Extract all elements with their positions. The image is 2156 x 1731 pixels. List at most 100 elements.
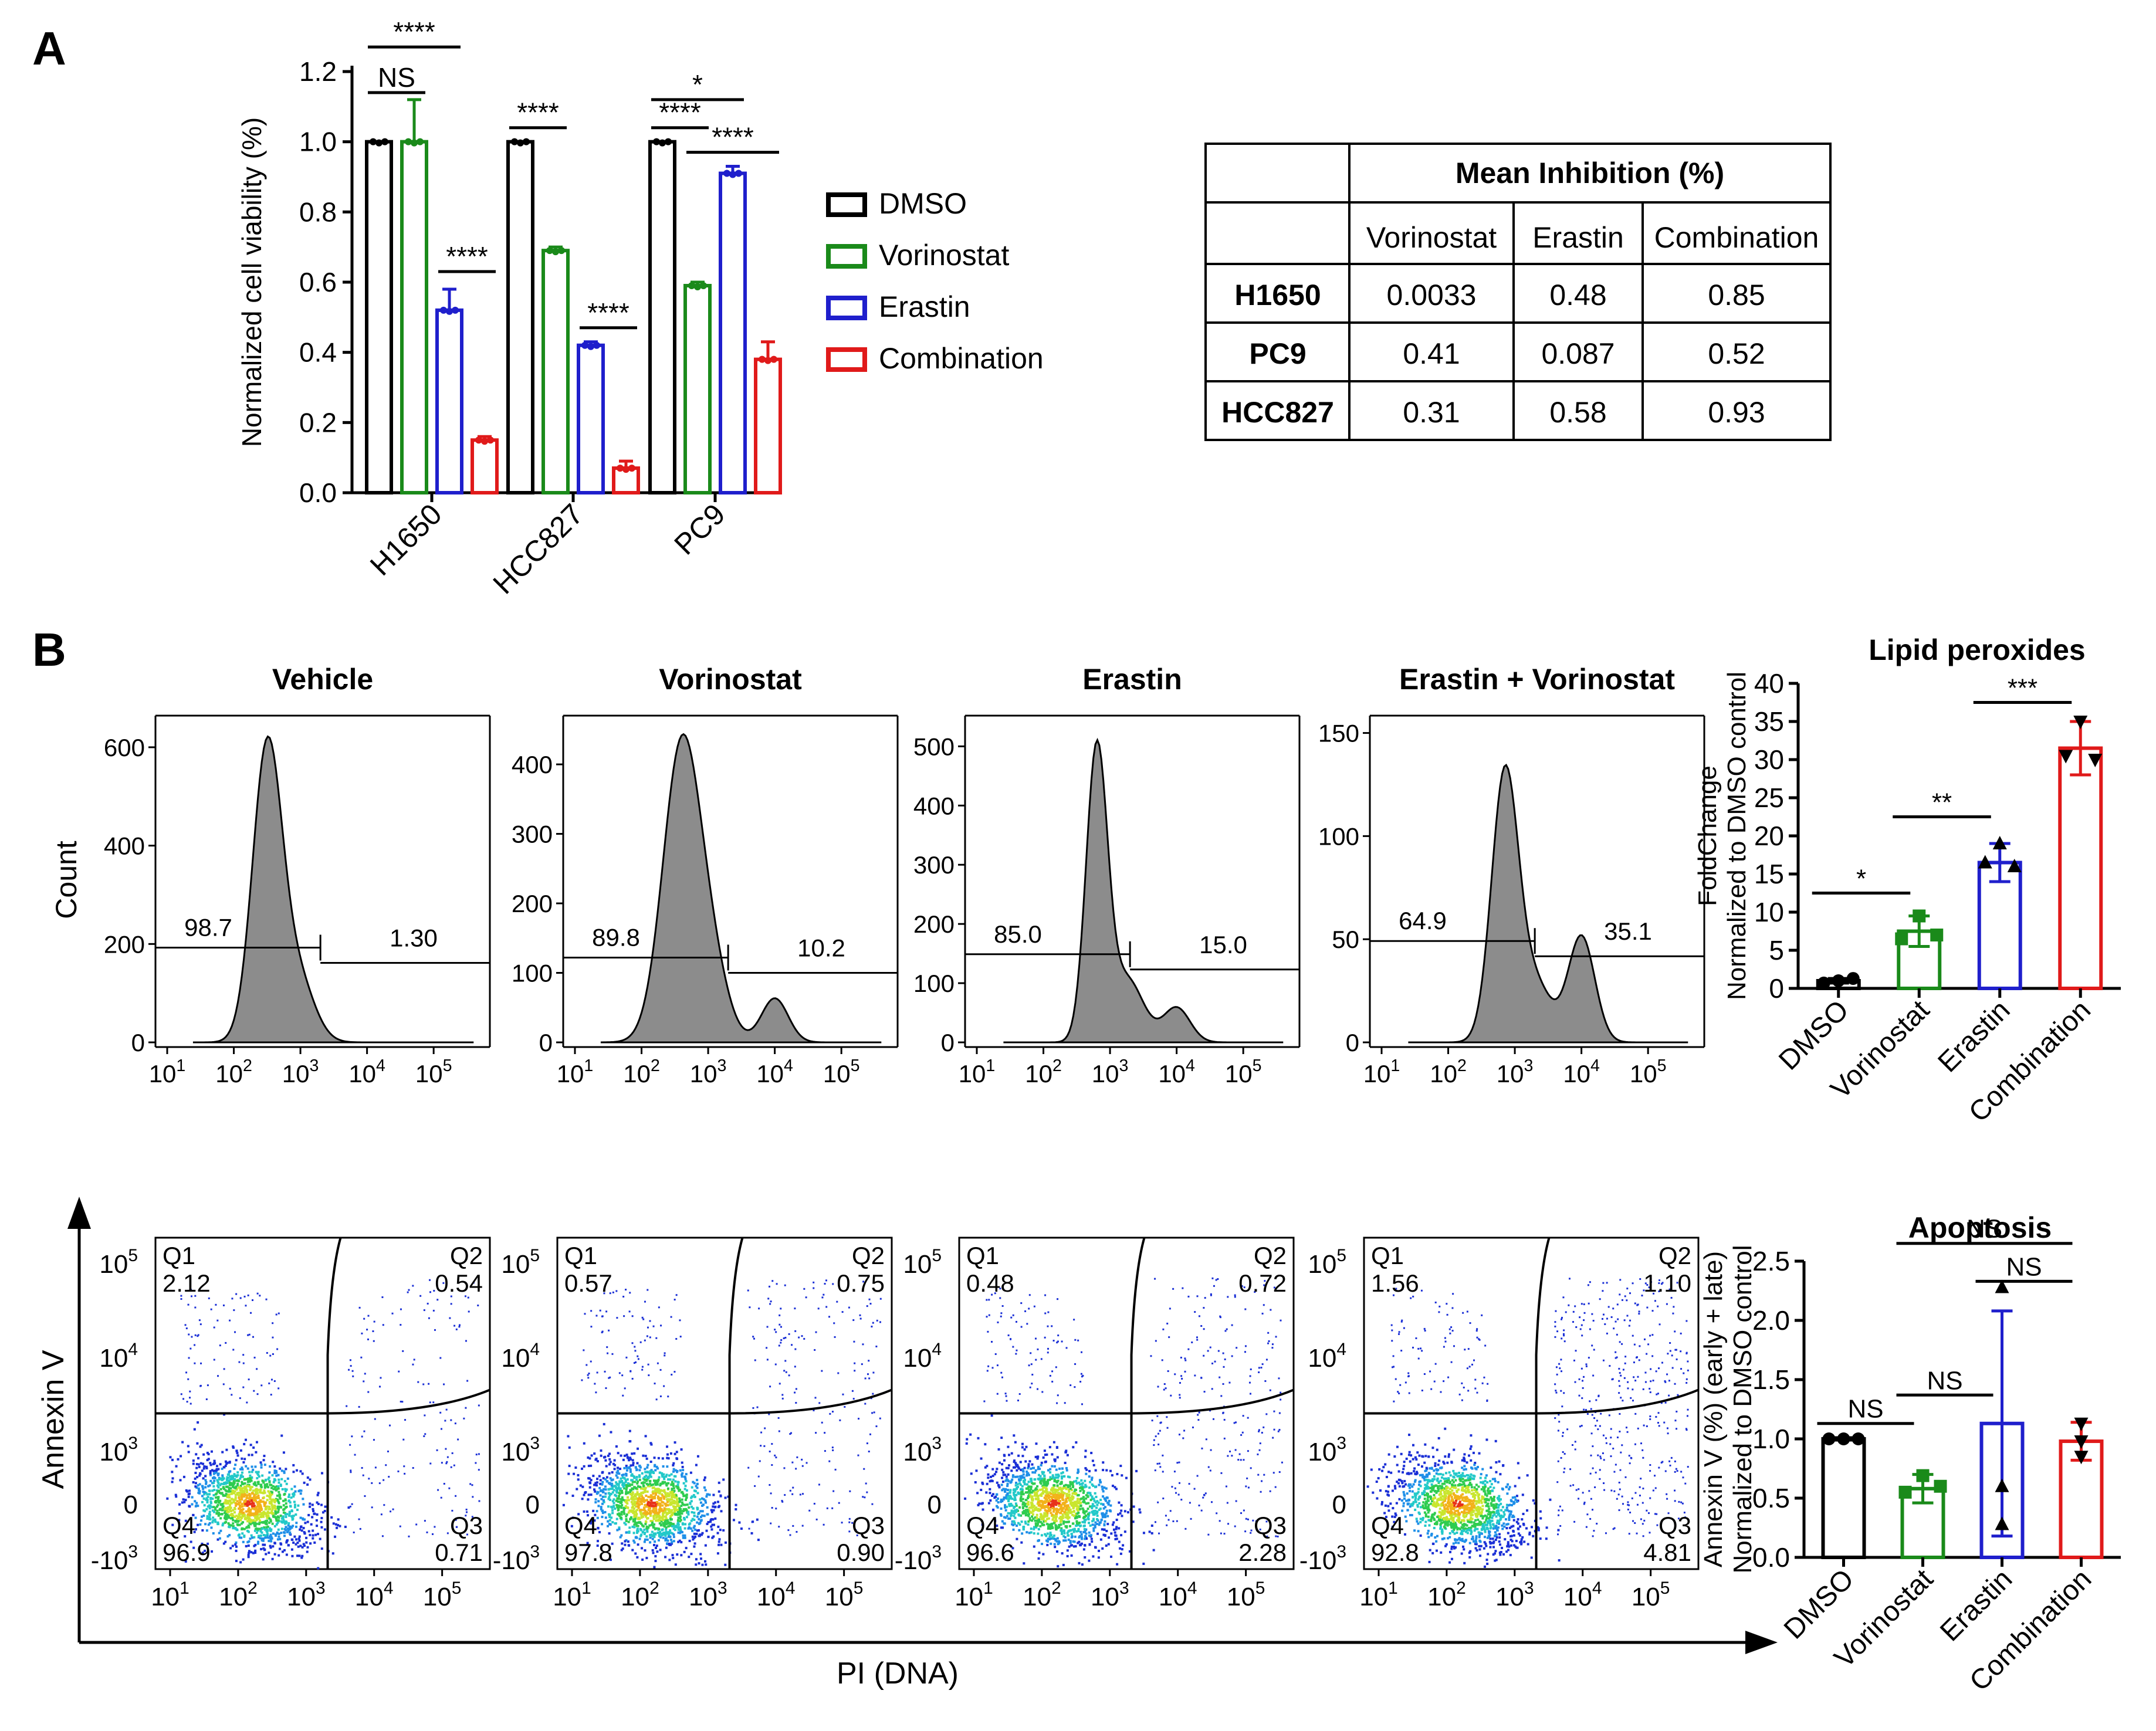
event-dot [241, 1493, 243, 1496]
event-dot [685, 1473, 688, 1475]
legend-swatch-combination [828, 350, 865, 370]
event-dot [656, 1466, 658, 1468]
event-dot [1098, 1550, 1100, 1552]
event-dot [1038, 1539, 1040, 1542]
event-dot [994, 1473, 996, 1475]
event-dot [752, 1521, 753, 1523]
event-dot [1062, 1471, 1064, 1473]
event-dot [1001, 1526, 1004, 1529]
event-dot [651, 1522, 654, 1524]
event-dot [188, 1357, 190, 1359]
event-dot [693, 1515, 696, 1517]
data-point [411, 140, 418, 147]
event-dot [1084, 1556, 1086, 1559]
y-tick-label: 500 [913, 733, 955, 760]
event-dot [368, 1478, 370, 1479]
data-point [688, 282, 695, 289]
event-dot [583, 1349, 584, 1351]
event-dot [371, 1482, 373, 1484]
event-dot [183, 1476, 185, 1478]
event-dot [400, 1526, 401, 1527]
event-dot [1079, 1508, 1081, 1510]
event-dot [706, 1506, 709, 1509]
event-dot [1087, 1513, 1089, 1515]
event-dot [674, 1513, 676, 1516]
event-dot [238, 1494, 240, 1496]
event-dot [214, 1508, 216, 1510]
event-dot [624, 1387, 626, 1389]
event-dot [605, 1387, 607, 1389]
event-dot [1040, 1480, 1043, 1482]
event-dot [398, 1371, 400, 1373]
event-dot [254, 1544, 256, 1546]
event-dot [568, 1465, 571, 1467]
event-dot [465, 1407, 466, 1409]
tick-label: 103 [689, 1578, 727, 1611]
event-dot [621, 1542, 623, 1544]
event-dot [685, 1485, 687, 1487]
event-dot [632, 1488, 634, 1491]
event-dot [650, 1512, 652, 1515]
event-dot [756, 1519, 759, 1521]
event-dot [629, 1493, 632, 1495]
bar-erastin [720, 174, 745, 493]
event-dot [656, 1550, 658, 1553]
event-dot [666, 1495, 668, 1497]
event-dot [216, 1539, 219, 1541]
event-dot [300, 1517, 302, 1519]
event-dot [1081, 1563, 1084, 1566]
event-dot [263, 1544, 266, 1546]
data-point [546, 247, 553, 254]
event-dot [301, 1529, 303, 1532]
event-dot [672, 1483, 675, 1485]
event-dot [197, 1457, 199, 1459]
event-dot [692, 1481, 694, 1483]
event-dot [235, 1546, 238, 1548]
event-dot [229, 1475, 231, 1478]
event-dot [1076, 1482, 1078, 1485]
event-dot [351, 1503, 353, 1505]
event-dot [661, 1519, 664, 1521]
event-dot [1061, 1475, 1063, 1478]
tick-label: 102 [621, 1578, 659, 1611]
event-dot [649, 1534, 651, 1536]
event-dot [866, 1492, 868, 1493]
event-dot [321, 1547, 323, 1550]
event-dot [255, 1492, 257, 1495]
y-tick-label: 200 [512, 890, 553, 917]
event-dot [217, 1512, 219, 1515]
event-dot [725, 1496, 727, 1499]
event-dot [1041, 1500, 1043, 1503]
event-dot [182, 1498, 185, 1500]
event-dot [644, 1540, 646, 1543]
event-dot [401, 1401, 403, 1403]
event-dot [646, 1483, 648, 1485]
table-row-name: H1650 [1234, 279, 1321, 311]
event-dot [980, 1503, 983, 1505]
event-dot [307, 1521, 309, 1523]
event-dot [1092, 1523, 1094, 1526]
event-dot [273, 1465, 276, 1468]
event-dot [252, 1336, 254, 1338]
event-dot [262, 1492, 264, 1494]
event-dot [683, 1551, 686, 1553]
event-dot [247, 1517, 249, 1519]
event-dot [652, 1471, 654, 1473]
event-dot [204, 1486, 207, 1489]
event-dot [815, 1332, 817, 1333]
event-dot [1031, 1515, 1033, 1517]
event-dot [652, 1492, 654, 1495]
event-dot [1089, 1492, 1091, 1494]
event-dot [708, 1536, 710, 1538]
event-dot [631, 1506, 634, 1509]
event-dot [615, 1445, 618, 1448]
event-dot [1115, 1488, 1118, 1490]
y-tick-label: 200 [104, 930, 145, 958]
event-dot [286, 1506, 288, 1508]
event-dot [305, 1542, 307, 1544]
event-dot [690, 1553, 692, 1555]
event-dot [794, 1392, 796, 1394]
event-dot [229, 1470, 231, 1472]
event-dot [803, 1288, 805, 1290]
event-dot [783, 1467, 785, 1469]
